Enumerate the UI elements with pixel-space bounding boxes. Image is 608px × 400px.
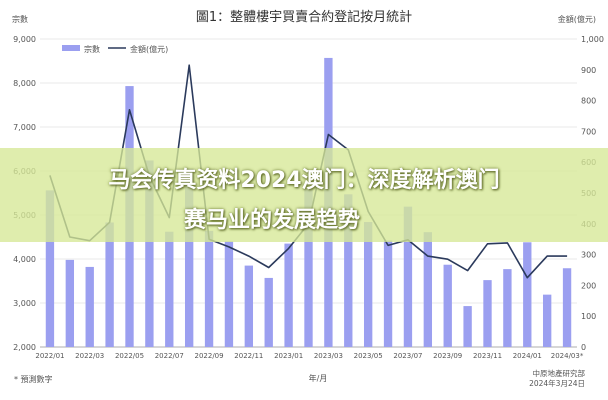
x-axis-label: 年/月 (309, 373, 328, 383)
footnote: * 預測數字 (14, 374, 53, 384)
x-tick-label: 2022/03 (75, 352, 104, 360)
right-tick-label: 900 (581, 66, 596, 75)
bar (184, 168, 194, 347)
bar (483, 280, 492, 347)
bar (403, 206, 413, 347)
left-tick-label: 8,000 (13, 79, 36, 88)
x-tick-label: 2022/05 (115, 352, 144, 360)
bar (45, 190, 55, 347)
left-axis-label: 宗數 (12, 14, 28, 24)
bar (304, 188, 313, 347)
left-tick-label: 4,000 (13, 255, 36, 264)
date-label: 2024年3月24日 (529, 378, 585, 388)
left-tick-label: 3,000 (13, 299, 36, 308)
legend-bar-label: 宗數 (84, 44, 100, 54)
bar (344, 194, 353, 347)
bar (224, 241, 234, 347)
watermark-banner (0, 148, 608, 242)
right-tick-label: 1,000 (581, 35, 604, 44)
bar (423, 232, 433, 347)
right-tick-label: 700 (581, 127, 596, 136)
source-label: 中原地產研究部 (533, 368, 586, 378)
bar (383, 240, 393, 347)
left-tick-label: 9,000 (13, 35, 36, 44)
bar (244, 265, 254, 347)
left-tick-label: 2,000 (13, 343, 36, 352)
x-tick-label: 2023/01 (274, 352, 303, 360)
x-tick-label: 2023/05 (354, 352, 383, 360)
bar (204, 230, 214, 347)
legend-bar-swatch (62, 45, 80, 51)
right-tick-label: 300 (581, 251, 596, 260)
right-tick-label: 200 (581, 281, 596, 290)
watermark-title-line1: 马会传真资料2024澳门：深度解析澳门 (108, 168, 500, 193)
right-tick-label: 800 (581, 97, 596, 106)
bar (165, 231, 174, 347)
bar (105, 222, 114, 347)
x-tick-label: 2022/11 (234, 352, 263, 360)
x-tick-label: 2023/11 (473, 352, 502, 360)
legend: 宗數 金額(億元) (62, 44, 168, 54)
legend-line-label: 金額(億元) (130, 44, 168, 54)
x-tick-label: 2024/03* (551, 352, 584, 360)
bar (542, 294, 552, 347)
bar (562, 268, 572, 347)
bar (503, 269, 512, 347)
x-tick-label: 2022/09 (195, 352, 224, 360)
x-tick-label: 2022/07 (155, 352, 184, 360)
x-tick-label: 2023/09 (433, 352, 462, 360)
bar (145, 160, 154, 347)
right-tick-label: 0 (581, 343, 586, 352)
x-tick-label: 2023/03 (314, 352, 343, 360)
bar (443, 264, 452, 347)
bar (463, 306, 472, 347)
bar (65, 259, 75, 347)
x-tick-label: 2024/01 (513, 352, 542, 360)
bar (363, 222, 373, 347)
right-tick-label: 100 (581, 312, 596, 321)
bar (284, 243, 293, 347)
left-tick-label: 7,000 (13, 123, 36, 132)
watermark-title-line2: 赛马业的发展趋势 (184, 208, 361, 233)
x-tick-label: 2023/07 (393, 352, 422, 360)
x-tick-label: 2022/01 (35, 352, 64, 360)
bar (523, 242, 532, 347)
bar (264, 277, 273, 347)
chart-title: 圖1：整體樓宇買賣合約登記按月統計 (196, 9, 412, 25)
bar (85, 266, 94, 347)
right-axis-label: 金額(億元) (558, 14, 596, 24)
